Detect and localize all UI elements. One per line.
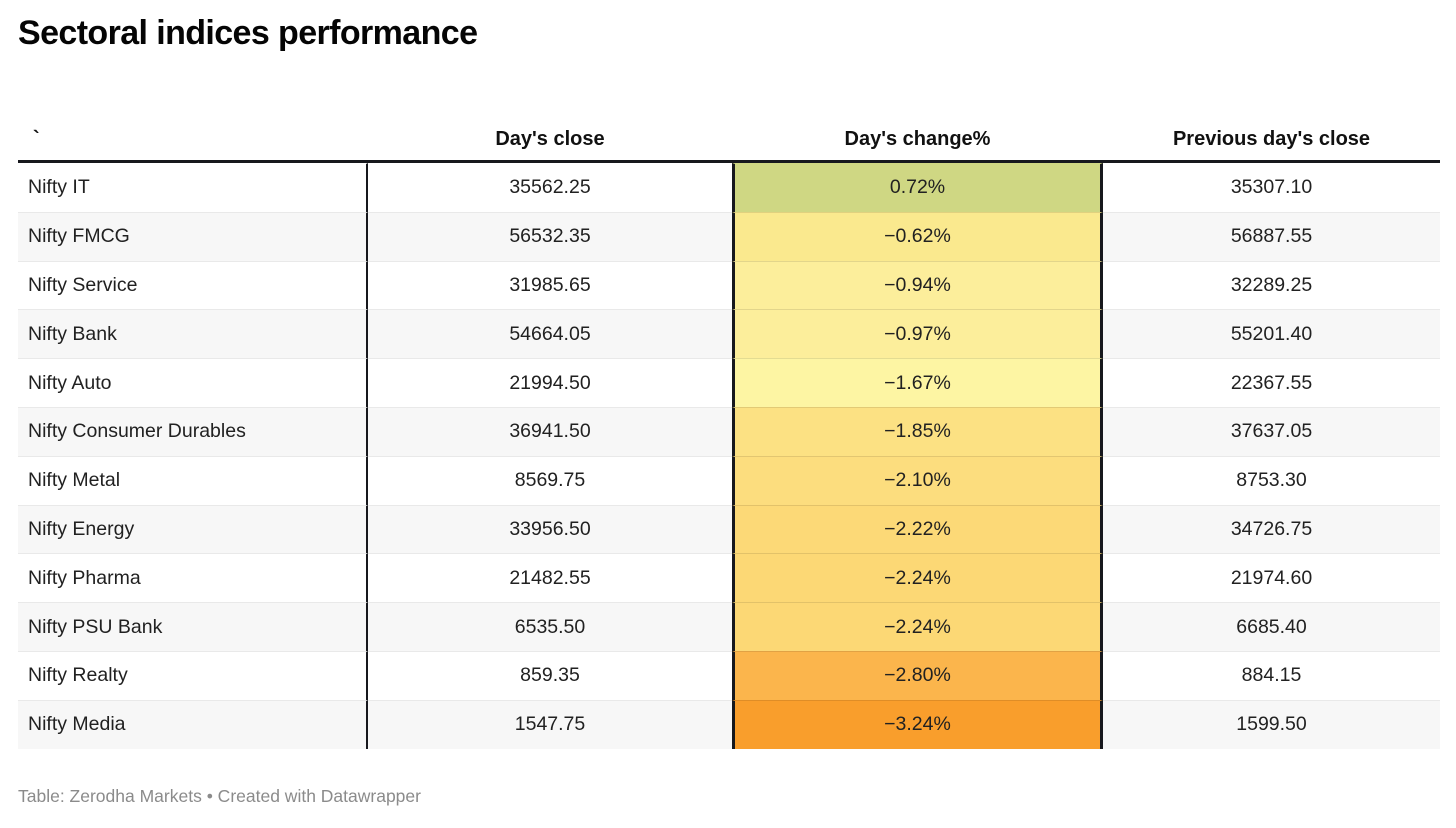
index-name-cell: Nifty FMCG [18, 211, 368, 261]
table-row: Nifty Bank 54664.05 −0.97% 55201.40 [18, 309, 1440, 359]
index-name-cell: Nifty IT [18, 163, 368, 212]
index-name-cell: Nifty Consumer Durables [18, 406, 368, 456]
table-row: Nifty Realty 859.35 −2.80% 884.15 [18, 650, 1440, 700]
previous-close-cell: 21974.60 [1103, 553, 1440, 603]
days-close-cell: 21994.50 [368, 358, 732, 407]
table-credit: Table: Zerodha Markets • Created with Da… [18, 786, 421, 806]
page-title: Sectoral indices performance [18, 14, 478, 52]
days-close-cell: 56532.35 [368, 211, 732, 261]
index-name-cell: Nifty Pharma [18, 553, 368, 603]
table-row: Nifty PSU Bank 6535.50 −2.24% 6685.40 [18, 602, 1440, 651]
previous-close-cell: 22367.55 [1103, 358, 1440, 407]
days-change-cell: 0.72% [732, 163, 1103, 212]
table-header-row: ` Day's close Day's change% Previous day… [18, 105, 1440, 163]
index-name-cell: Nifty PSU Bank [18, 602, 368, 651]
previous-close-cell: 37637.05 [1103, 406, 1440, 456]
days-change-cell: −0.62% [732, 211, 1103, 261]
table-row: Nifty FMCG 56532.35 −0.62% 56887.55 [18, 211, 1440, 261]
index-name-cell: Nifty Service [18, 260, 368, 310]
days-change-cell: −3.24% [732, 699, 1103, 749]
days-close-cell: 31985.65 [368, 260, 732, 310]
days-change-cell: −2.22% [732, 504, 1103, 554]
days-close-cell: 21482.55 [368, 553, 732, 603]
index-name-cell: Nifty Realty [18, 650, 368, 700]
days-close-cell: 1547.75 [368, 699, 732, 749]
days-close-cell: 36941.50 [368, 406, 732, 456]
previous-close-cell: 32289.25 [1103, 260, 1440, 310]
previous-close-cell: 56887.55 [1103, 211, 1440, 261]
previous-close-cell: 1599.50 [1103, 699, 1440, 749]
days-change-cell: −2.24% [732, 602, 1103, 651]
header-cell-index-name: ` [33, 128, 40, 150]
days-close-cell: 6535.50 [368, 602, 732, 651]
index-name-cell: Nifty Bank [18, 309, 368, 359]
table-body: Nifty IT 35562.25 0.72% 35307.10 Nifty F… [18, 163, 1440, 749]
index-name-cell: Nifty Energy [18, 504, 368, 554]
days-close-cell: 54664.05 [368, 309, 732, 359]
table-row: Nifty Consumer Durables 36941.50 −1.85% … [18, 406, 1440, 456]
days-close-cell: 8569.75 [368, 455, 732, 505]
days-change-cell: −0.97% [732, 309, 1103, 359]
index-name-cell: Nifty Metal [18, 455, 368, 505]
days-change-cell: −1.85% [732, 406, 1103, 456]
days-close-cell: 859.35 [368, 650, 732, 700]
table-row: Nifty Media 1547.75 −3.24% 1599.50 [18, 699, 1440, 749]
index-name-cell: Nifty Auto [18, 358, 368, 407]
table-row: Nifty Pharma 21482.55 −2.24% 21974.60 [18, 553, 1440, 603]
header-cell-days-close: Day's close [495, 128, 605, 150]
header-cell-previous-close: Previous day's close [1172, 128, 1371, 150]
days-close-cell: 35562.25 [368, 163, 732, 212]
table-row: Nifty Service 31985.65 −0.94% 32289.25 [18, 260, 1440, 310]
previous-close-cell: 8753.30 [1103, 455, 1440, 505]
table-row: Nifty IT 35562.25 0.72% 35307.10 [18, 163, 1440, 212]
table-row: Nifty Metal 8569.75 −2.10% 8753.30 [18, 455, 1440, 505]
table-row: Nifty Energy 33956.50 −2.22% 34726.75 [18, 504, 1440, 554]
table-row: Nifty Auto 21994.50 −1.67% 22367.55 [18, 358, 1440, 407]
header-cell-days-change: Day's change% [844, 128, 991, 150]
days-change-cell: −2.24% [732, 553, 1103, 603]
days-change-cell: −1.67% [732, 358, 1103, 407]
previous-close-cell: 884.15 [1103, 650, 1440, 700]
sector-indices-table: ` Day's close Day's change% Previous day… [18, 105, 1440, 749]
index-name-cell: Nifty Media [18, 699, 368, 749]
days-change-cell: −2.10% [732, 455, 1103, 505]
previous-close-cell: 34726.75 [1103, 504, 1440, 554]
days-change-cell: −0.94% [732, 260, 1103, 310]
days-close-cell: 33956.50 [368, 504, 732, 554]
previous-close-cell: 55201.40 [1103, 309, 1440, 359]
previous-close-cell: 35307.10 [1103, 163, 1440, 212]
previous-close-cell: 6685.40 [1103, 602, 1440, 651]
days-change-cell: −2.80% [732, 650, 1103, 700]
